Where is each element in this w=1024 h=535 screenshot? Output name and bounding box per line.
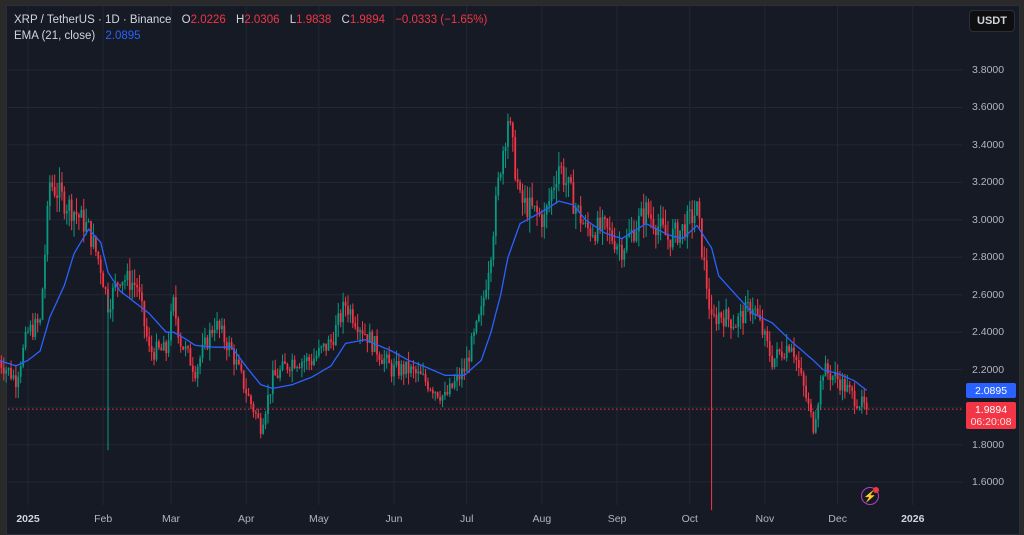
ema-legend-row: EMA (21, close) 2.0895	[14, 28, 487, 44]
price-tick: 3.6000	[972, 101, 1005, 114]
price-tick: 2.8000	[972, 251, 1005, 264]
chart-legend: XRP / TetherUS · 1D · Binance O2.0226 H2…	[14, 12, 487, 44]
time-tick: May	[308, 513, 329, 525]
low-value: 1.9838	[296, 14, 332, 26]
symbol-title[interactable]: XRP / TetherUS · 1D · Binance	[14, 14, 172, 26]
symbol-ohlc-row: XRP / TetherUS · 1D · Binance O2.0226 H2…	[14, 14, 488, 26]
time-tick: Aug	[532, 513, 552, 525]
time-tick: Oct	[681, 513, 698, 525]
time-tick: 2026	[901, 513, 925, 525]
high-value: 2.0306	[244, 14, 280, 26]
last-price-tag: 1.9894 06:20:08	[966, 402, 1016, 429]
price-tick: 3.0000	[972, 213, 1005, 226]
time-tick: Dec	[828, 513, 847, 525]
time-tick: Feb	[94, 513, 113, 525]
candlesticks	[0, 113, 868, 511]
currency-button[interactable]: USDT	[969, 10, 1015, 32]
price-tick: 3.2000	[972, 176, 1005, 189]
notification-dot	[873, 487, 879, 493]
ema-value: 2.0895	[105, 30, 141, 42]
change-value: −0.0333 (−1.65%)	[395, 14, 488, 26]
ema-line	[0, 200, 868, 391]
chart-grid	[8, 6, 963, 505]
time-tick: Apr	[237, 513, 255, 525]
time-tick: Nov	[755, 513, 775, 525]
price-tick: 2.6000	[972, 288, 1005, 301]
price-tick: 3.4000	[972, 138, 1005, 151]
lightning-bolt-icon[interactable]: ⚡	[861, 487, 879, 505]
time-tick: Mar	[161, 513, 181, 525]
bar-countdown: 06:20:08	[970, 415, 1012, 428]
open-value: 2.0226	[190, 14, 226, 26]
price-tick: 2.2000	[972, 363, 1005, 376]
time-tick: 2025	[16, 513, 40, 525]
price-tick: 1.6000	[972, 476, 1005, 489]
last-price: 1.9894	[974, 403, 1008, 416]
ema-label[interactable]: EMA (21, close)	[14, 30, 96, 42]
time-tick: Sep	[607, 513, 627, 525]
time-tick: Jun	[385, 513, 403, 525]
close-value: 1.9894	[349, 14, 385, 26]
ema-price-tag: 2.0895	[966, 383, 1016, 398]
time-tick: Jul	[460, 513, 474, 525]
price-tick: 3.8000	[972, 64, 1005, 76]
chart-frame	[6, 5, 1020, 535]
price-tick: 2.4000	[972, 326, 1005, 339]
price-tick: 1.8000	[972, 438, 1005, 451]
